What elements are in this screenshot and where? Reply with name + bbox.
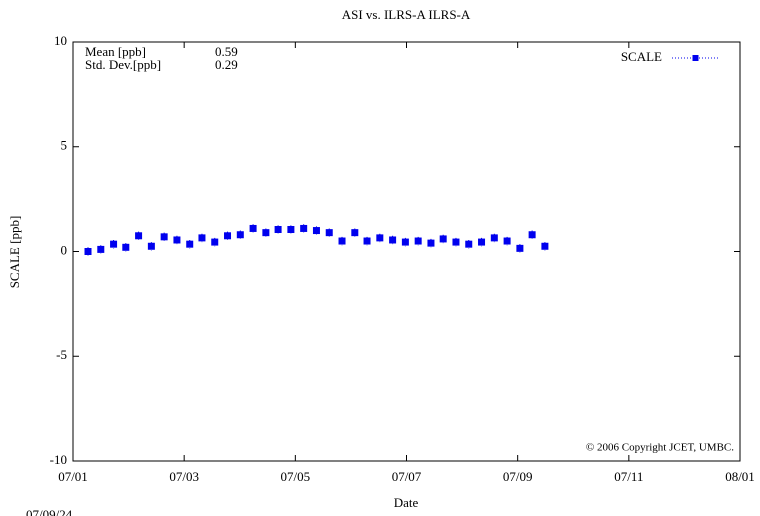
x-tick-label: 07/11 xyxy=(614,469,643,484)
point xyxy=(465,240,473,248)
y-tick-label: -10 xyxy=(50,452,67,467)
plot-frame xyxy=(72,41,741,462)
point xyxy=(401,238,409,246)
point xyxy=(236,231,244,239)
point xyxy=(439,235,447,243)
stat-value: 0.59 xyxy=(215,44,238,59)
point xyxy=(84,248,92,255)
chart-title: ASI vs. ILRS-A ILRS-A xyxy=(342,7,471,22)
point xyxy=(211,238,219,246)
point xyxy=(325,229,333,237)
point xyxy=(478,238,486,246)
point xyxy=(110,240,118,248)
point xyxy=(198,234,206,242)
copyright: © 2006 Copyright JCET, UMBC. xyxy=(586,442,734,454)
point xyxy=(147,242,155,250)
point xyxy=(414,237,422,245)
y-tick-label: 0 xyxy=(61,242,68,257)
date-stamp: 07/09/24 xyxy=(26,507,73,516)
point xyxy=(274,226,282,234)
point xyxy=(312,227,320,235)
legend-marker xyxy=(692,55,699,61)
point xyxy=(427,239,435,247)
y-axis-label: SCALE [ppb] xyxy=(7,216,22,289)
point xyxy=(338,237,346,245)
point xyxy=(135,232,143,240)
point xyxy=(224,232,232,240)
point xyxy=(287,226,295,234)
x-tick-label: 08/01 xyxy=(725,469,755,484)
point xyxy=(389,236,397,244)
point xyxy=(173,236,181,244)
point xyxy=(541,242,549,250)
x-tick-label: 07/05 xyxy=(281,469,311,484)
x-axis-label: Date xyxy=(394,495,419,510)
stat-label: Std. Dev.[ppb] xyxy=(85,57,161,72)
y-tick-label: 10 xyxy=(54,33,67,48)
legend-label: SCALE xyxy=(621,49,662,64)
point xyxy=(528,231,536,239)
y-tick-label: 5 xyxy=(61,138,68,153)
point xyxy=(122,243,130,251)
point xyxy=(503,237,511,245)
point xyxy=(452,238,460,246)
point xyxy=(300,224,308,232)
stat-value: 0.29 xyxy=(215,57,238,72)
point xyxy=(516,244,524,252)
x-tick-label: 07/09 xyxy=(503,469,533,484)
x-tick-label: 07/01 xyxy=(58,469,88,484)
y-tick-label: -5 xyxy=(56,347,67,362)
point xyxy=(363,237,371,245)
x-tick-label: 07/07 xyxy=(392,469,422,484)
point xyxy=(186,240,194,248)
point xyxy=(490,234,498,242)
point xyxy=(262,229,270,237)
x-tick-label: 07/03 xyxy=(169,469,199,484)
point xyxy=(376,234,384,242)
point xyxy=(249,224,257,232)
point xyxy=(97,245,105,253)
point xyxy=(351,229,359,237)
stat-label: Mean [ppb] xyxy=(85,44,146,59)
point xyxy=(160,233,168,241)
